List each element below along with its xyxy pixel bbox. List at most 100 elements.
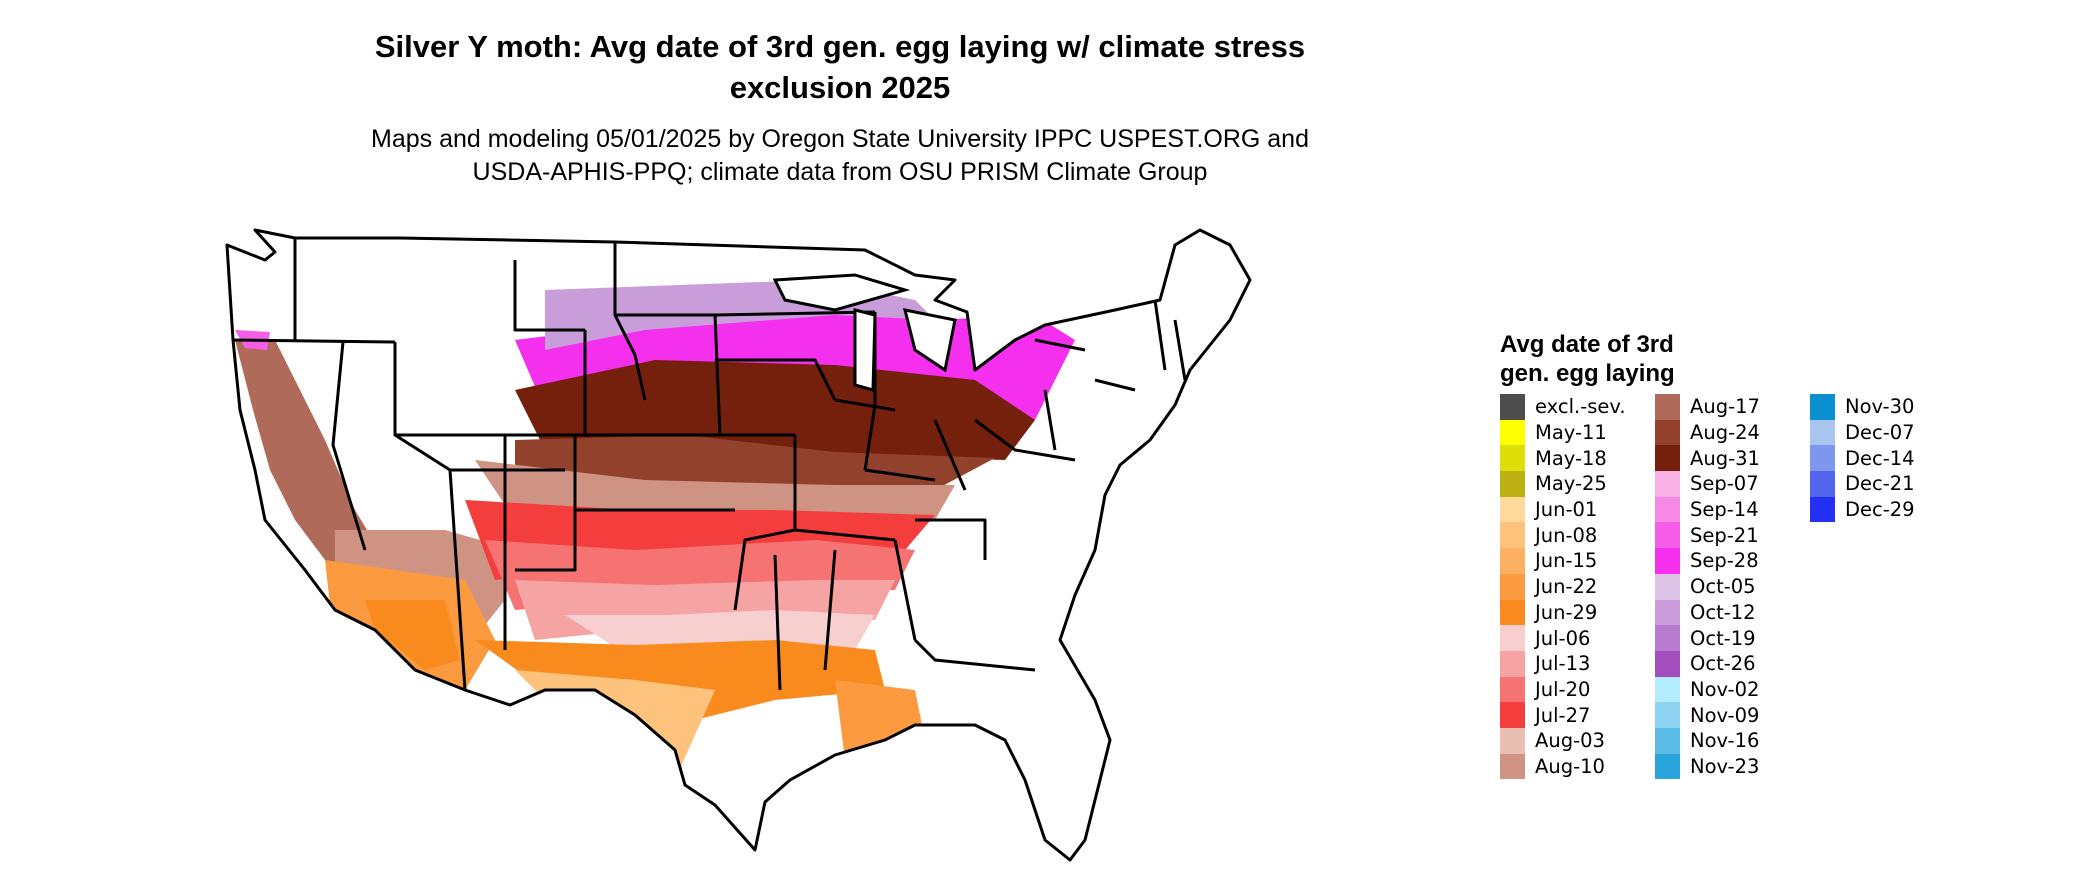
legend-swatch	[1500, 471, 1525, 497]
legend-swatch	[1500, 727, 1525, 754]
legend-swatch	[1655, 625, 1680, 651]
legend-swatch	[1500, 573, 1525, 600]
legend-item: Dec-14	[1810, 445, 1915, 472]
map-title: Silver Y moth: Avg date of 3rd gen. egg …	[250, 26, 1430, 108]
legend-item: Jun-15	[1500, 548, 1626, 574]
legend-swatch	[1810, 445, 1835, 472]
legend-column-1: excl.-sev. May-11 May-18 May-25 Jun-01 Jun-08…	[1500, 394, 1626, 780]
legend-swatch	[1500, 548, 1525, 574]
map-legend: Avg date of 3rd gen. egg laying excl.-se…	[1500, 330, 2060, 800]
legend-label: Sep-14	[1690, 498, 1759, 522]
legend-item: Nov-23	[1655, 753, 1760, 780]
legend-item: Sep-07	[1655, 471, 1760, 497]
legend-column-2: Aug-17 Aug-24 Aug-31 Sep-07 Sep-14 Sep-21 Sep-…	[1655, 394, 1760, 780]
legend-label: Nov-16	[1690, 729, 1760, 753]
legend-item: May-11	[1500, 419, 1626, 446]
legend-item: Aug-24	[1655, 419, 1760, 446]
legend-label: Aug-03	[1535, 729, 1605, 753]
legend-label: Aug-17	[1690, 395, 1760, 419]
legend-item: Aug-17	[1655, 394, 1760, 420]
legend-swatch	[1655, 676, 1680, 703]
legend-item: Nov-02	[1655, 676, 1760, 703]
legend-label: Aug-31	[1690, 446, 1760, 470]
legend-swatch	[1655, 471, 1680, 497]
legend-label: Oct-12	[1690, 600, 1756, 624]
legend-swatch	[1500, 625, 1525, 651]
legend-item: Dec-21	[1810, 471, 1915, 497]
legend-swatch	[1655, 599, 1680, 626]
zone-central-aug24	[515, 435, 995, 490]
legend-swatch	[1500, 445, 1525, 472]
legend-item: Jul-13	[1500, 650, 1626, 677]
legend-label: May-11	[1535, 421, 1607, 445]
legend-label: Nov-09	[1690, 703, 1760, 727]
legend-label: Oct-05	[1690, 575, 1756, 599]
legend-label: Jul-27	[1535, 703, 1591, 727]
great-lakes	[772, 273, 957, 392]
legend-label: Sep-21	[1690, 523, 1759, 547]
legend-item: Sep-21	[1655, 522, 1760, 549]
legend-swatch	[1655, 419, 1680, 446]
legend-item: Oct-05	[1655, 573, 1760, 600]
legend-swatch	[1500, 419, 1525, 446]
legend-swatch	[1655, 702, 1680, 728]
legend-swatch	[1500, 676, 1525, 703]
legend-label: Sep-28	[1690, 549, 1759, 573]
legend-column-3: Nov-30 Dec-07 Dec-14 Dec-21 Dec-29	[1810, 394, 1915, 523]
lake-huron	[902, 308, 957, 373]
map-title-line-1: Silver Y moth: Avg date of 3rd gen. egg …	[374, 29, 1306, 64]
legend-item: Jul-20	[1500, 676, 1626, 703]
map-title-line-2: exclusion 2025	[729, 70, 951, 105]
legend-swatch	[1655, 522, 1680, 549]
legend-item: Dec-07	[1810, 419, 1915, 446]
legend-item: Sep-14	[1655, 496, 1760, 523]
legend-swatch	[1655, 573, 1680, 600]
legend-swatch	[1500, 753, 1525, 780]
legend-item: Jun-29	[1500, 599, 1626, 626]
legend-swatch	[1655, 650, 1680, 677]
legend-label: May-18	[1535, 446, 1607, 470]
climate-fill-layer	[227, 230, 1250, 860]
map-subtitle-line-2: USDA-APHIS-PPQ; climate data from OSU PR…	[472, 158, 1208, 186]
legend-label: Dec-21	[1845, 472, 1915, 496]
legend-label: Jun-15	[1535, 549, 1598, 573]
legend-swatch	[1810, 394, 1835, 420]
legend-label: Jun-22	[1535, 575, 1598, 599]
zone-florida-jun	[865, 760, 905, 845]
legend-label: Nov-23	[1690, 754, 1760, 778]
legend-item: Aug-10	[1500, 753, 1626, 780]
legend-swatch	[1655, 394, 1680, 420]
legend-swatch	[1500, 496, 1525, 523]
legend-label: Jun-01	[1535, 498, 1598, 522]
legend-item: Nov-16	[1655, 727, 1760, 754]
legend-item: May-18	[1500, 445, 1626, 472]
legend-item: Jun-08	[1500, 522, 1626, 549]
legend-label: Aug-24	[1690, 421, 1760, 445]
map-subtitle: Maps and modeling 05/01/2025 by Oregon S…	[250, 123, 1430, 189]
legend-item: Nov-30	[1810, 394, 1915, 420]
legend-swatch	[1500, 394, 1525, 420]
legend-swatch	[1655, 496, 1680, 523]
lake-michigan	[853, 308, 877, 392]
lake-superior	[772, 273, 911, 312]
legend-label: Dec-14	[1845, 446, 1915, 470]
legend-item: Sep-28	[1655, 548, 1760, 574]
legend-swatch	[1500, 650, 1525, 677]
legend-label: Dec-29	[1845, 498, 1915, 522]
legend-item: Oct-26	[1655, 650, 1760, 677]
legend-swatch	[1810, 496, 1835, 523]
legend-swatch	[1655, 753, 1680, 780]
legend-label: Aug-10	[1535, 754, 1605, 778]
legend-label: Jul-06	[1535, 626, 1591, 650]
legend-label: Jul-20	[1535, 677, 1591, 701]
legend-item: excl.-sev.	[1500, 394, 1626, 420]
legend-title-line-2: gen. egg laying	[1500, 360, 1675, 387]
legend-swatch	[1500, 702, 1525, 728]
us-outline	[225, 228, 1252, 862]
legend-label: Oct-19	[1690, 626, 1756, 650]
legend-label: Jun-08	[1535, 523, 1598, 547]
legend-label: Jul-13	[1535, 652, 1591, 676]
legend-label: excl.-sev.	[1535, 395, 1626, 419]
legend-label: Sep-07	[1690, 472, 1759, 496]
legend-swatch	[1500, 599, 1525, 626]
